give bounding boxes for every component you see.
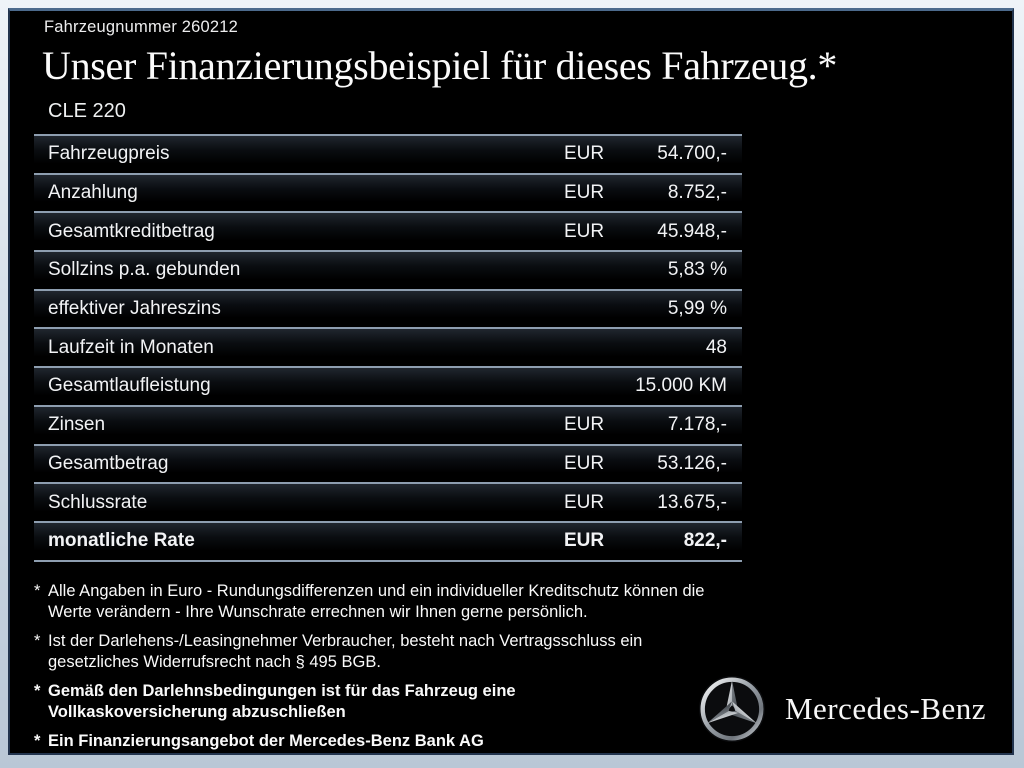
table-row: Schlussrate EUR 13.675,-	[34, 482, 742, 521]
footnote-marker: *	[34, 681, 41, 700]
row-label: Gesamtbetrag	[48, 452, 169, 474]
footnote-text: Ist der Darlehens-/Leasingnehmer Verbrau…	[48, 631, 642, 673]
row-label: effektiver Jahreszins	[48, 298, 221, 320]
footnote-line: Werte verändern - Ihre Wunschrate errech…	[48, 602, 588, 621]
row-value: 5,83 %	[667, 259, 727, 281]
row-value: 7.178,-	[667, 414, 727, 436]
footnote: * Alle Angaben in Euro - Rundungsdiffere…	[34, 581, 746, 623]
model-name: CLE 220	[48, 100, 126, 122]
row-currency: EUR	[564, 182, 605, 204]
row-currency: EUR	[564, 452, 605, 474]
slide-content: Fahrzeugnummer 260212 Unser Finanzierung…	[8, 8, 1014, 755]
row-value: 15.000 KM	[635, 375, 727, 397]
footnote-marker: *	[34, 581, 41, 600]
table-row: Sollzins p.a. gebunden 5,83 %	[34, 250, 742, 289]
table-row: Zinsen EUR 7.178,-	[34, 404, 742, 444]
row-label: monatliche Rate	[48, 530, 195, 552]
row-label: Sollzins p.a. gebunden	[48, 259, 241, 281]
footnote: * Gemäß den Darlehnsbedingungen ist für …	[34, 681, 746, 723]
row-value: 53.126,-	[657, 452, 727, 474]
footnotes: * Alle Angaben in Euro - Rundungsdiffere…	[34, 581, 746, 752]
row-label: Schlussrate	[48, 491, 148, 513]
mercedes-star-icon	[698, 675, 766, 743]
footnote-text: Gemäß den Darlehnsbedingungen ist für da…	[48, 681, 516, 723]
vehicle-number: Fahrzeugnummer 260212	[44, 18, 239, 36]
footnote-line: gesetzliches Widerrufsrecht nach § 495 B…	[48, 652, 381, 671]
row-currency: EUR	[564, 530, 605, 552]
footnote-line: Alle Angaben in Euro - Rundungsdifferenz…	[48, 581, 705, 600]
row-label: Laufzeit in Monaten	[48, 336, 214, 358]
row-currency: EUR	[564, 491, 605, 513]
footnote-line: Vollkaskoversicherung abzuschließen	[48, 702, 346, 721]
row-label: Gesamtlaufleistung	[48, 375, 211, 397]
footnote: * Ist der Darlehens-/Leasingnehmer Verbr…	[34, 631, 746, 673]
row-value: 822,-	[683, 530, 727, 552]
page-title: Unser Finanzierungsbeispiel für dieses F…	[42, 43, 838, 88]
row-currency: EUR	[564, 220, 605, 242]
row-label: Gesamtkreditbetrag	[48, 220, 215, 242]
row-value: 48	[705, 336, 727, 358]
table-row-monthly-rate: monatliche Rate EUR 822,-	[34, 520, 742, 560]
brand-wordmark: Mercedes-Benz	[784, 691, 986, 726]
footnote-line: Gemäß den Darlehnsbedingungen ist für da…	[48, 681, 516, 700]
row-label: Anzahlung	[48, 182, 138, 204]
row-value: 13.675,-	[657, 491, 727, 513]
row-currency: EUR	[564, 143, 605, 165]
table-row: Gesamtbetrag EUR 53.126,-	[34, 443, 742, 483]
row-value: 5,99 %	[667, 298, 727, 320]
footnote-line: Ein Finanzierungsangebot der Mercedes-Be…	[48, 731, 484, 750]
brand-logo: Mercedes-Benz	[698, 675, 986, 743]
row-value: 54.700,-	[657, 143, 727, 165]
row-currency: EUR	[564, 414, 605, 436]
table-row: Laufzeit in Monaten 48	[34, 327, 742, 367]
table-row: effektiver Jahreszins 5,99 %	[34, 288, 742, 328]
table-row: Anzahlung EUR 8.752,-	[34, 172, 742, 212]
table-row: Fahrzeugpreis EUR 54.700,-	[34, 134, 742, 173]
footnote-line: Ist der Darlehens-/Leasingnehmer Verbrau…	[48, 631, 643, 650]
footnote-marker: *	[34, 731, 41, 750]
footnote-text: Ein Finanzierungsangebot der Mercedes-Be…	[48, 731, 484, 752]
table-row: Gesamtlaufleistung 15.000 KM	[34, 366, 742, 405]
row-label: Zinsen	[48, 414, 106, 436]
row-label: Fahrzeugpreis	[48, 143, 170, 165]
footnote: * Ein Finanzierungsangebot der Mercedes-…	[34, 731, 746, 752]
row-value: 45.948,-	[657, 220, 727, 242]
financing-table: Fahrzeugpreis EUR 54.700,- Anzahlung EUR…	[34, 134, 742, 562]
footnote-marker: *	[34, 631, 41, 650]
table-row: Gesamtkreditbetrag EUR 45.948,-	[34, 211, 742, 251]
footnote-text: Alle Angaben in Euro - Rundungsdifferenz…	[48, 581, 704, 623]
row-value: 8.752,-	[667, 182, 727, 204]
